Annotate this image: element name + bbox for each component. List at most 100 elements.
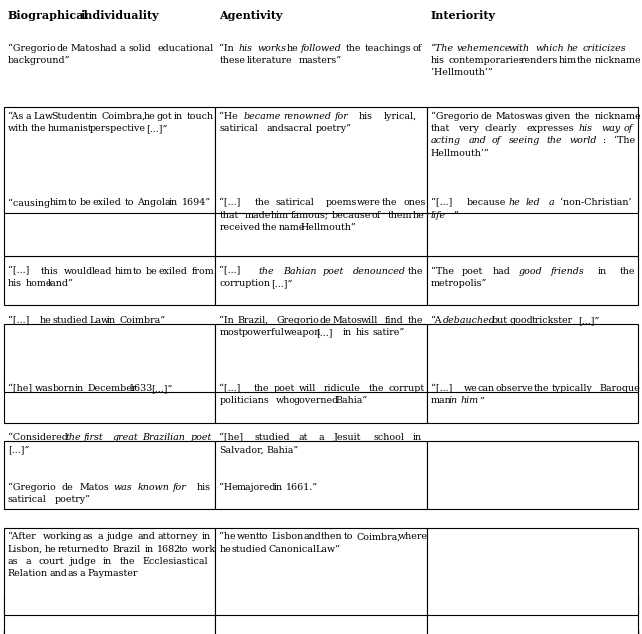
Bar bbox=[4, 373, 215, 422]
Text: educational: educational bbox=[157, 44, 214, 53]
Text: was: was bbox=[114, 483, 132, 492]
Text: school: school bbox=[373, 434, 404, 443]
Bar bbox=[427, 373, 638, 422]
Text: the: the bbox=[254, 384, 270, 393]
Text: [...]”: [...]” bbox=[152, 384, 173, 393]
Text: [...]”: [...]” bbox=[146, 124, 168, 133]
Text: “[...]: “[...] bbox=[220, 198, 241, 207]
Text: studied: studied bbox=[53, 316, 88, 325]
Text: Student: Student bbox=[51, 112, 89, 120]
Text: acting: acting bbox=[431, 136, 461, 145]
Text: Bahian: Bahian bbox=[283, 266, 317, 276]
Bar bbox=[4, 206, 215, 256]
Text: and: and bbox=[469, 136, 487, 145]
Text: Bahia”: Bahia” bbox=[335, 396, 368, 405]
Text: his: his bbox=[196, 483, 211, 492]
Text: his: his bbox=[431, 56, 445, 65]
Text: ‘non-Christian’: ‘non-Christian’ bbox=[560, 198, 632, 207]
Text: returned: returned bbox=[58, 545, 100, 553]
Text: to: to bbox=[179, 545, 189, 553]
Bar bbox=[427, 256, 638, 305]
Text: in: in bbox=[89, 112, 98, 120]
Text: with: with bbox=[8, 124, 29, 133]
Text: the: the bbox=[575, 112, 590, 120]
Text: Matos: Matos bbox=[71, 44, 101, 53]
Bar bbox=[4, 630, 215, 634]
Text: poetry”: poetry” bbox=[55, 495, 91, 504]
Text: studied: studied bbox=[254, 434, 290, 443]
Text: ”: ” bbox=[454, 210, 458, 220]
Text: a: a bbox=[97, 533, 103, 541]
Bar bbox=[215, 256, 427, 305]
Text: “he: “he bbox=[220, 533, 236, 541]
Text: these: these bbox=[220, 56, 245, 65]
Text: world: world bbox=[569, 136, 597, 145]
Text: “[...]: “[...] bbox=[431, 384, 452, 393]
Text: majored: majored bbox=[237, 483, 276, 492]
Text: the: the bbox=[65, 434, 81, 443]
Text: Ecclesiastical: Ecclesiastical bbox=[143, 557, 208, 566]
Text: [...]: [...] bbox=[316, 328, 332, 337]
Text: ones: ones bbox=[403, 198, 426, 207]
Text: he: he bbox=[40, 316, 52, 325]
Text: touch: touch bbox=[187, 112, 214, 120]
Text: the: the bbox=[547, 136, 562, 145]
Text: 1633: 1633 bbox=[129, 384, 153, 393]
Text: exiled: exiled bbox=[159, 266, 187, 276]
Bar bbox=[215, 157, 427, 206]
Text: great: great bbox=[113, 434, 139, 443]
Text: sacral: sacral bbox=[284, 124, 313, 133]
Bar bbox=[427, 630, 638, 634]
Text: debauched: debauched bbox=[443, 316, 496, 325]
Text: to: to bbox=[133, 266, 142, 276]
Text: Bahia”: Bahia” bbox=[266, 446, 299, 455]
Text: the: the bbox=[255, 198, 270, 207]
Text: masters”: masters” bbox=[299, 56, 342, 65]
Text: de: de bbox=[319, 316, 331, 325]
Text: Brazilian: Brazilian bbox=[142, 434, 184, 443]
Text: powerful: powerful bbox=[241, 328, 284, 337]
Text: satirical: satirical bbox=[275, 198, 315, 207]
Text: de: de bbox=[61, 483, 73, 492]
Text: “[...]: “[...] bbox=[220, 384, 241, 393]
Text: a: a bbox=[26, 557, 31, 566]
Text: work: work bbox=[192, 545, 216, 553]
Text: “A: “A bbox=[431, 316, 441, 325]
Text: nickname: nickname bbox=[594, 112, 641, 120]
Text: lyrical,: lyrical, bbox=[383, 112, 417, 120]
Text: observe: observe bbox=[496, 384, 534, 393]
Text: vehemence: vehemence bbox=[457, 44, 512, 53]
Text: “In: “In bbox=[220, 44, 234, 53]
Text: judge: judge bbox=[107, 533, 134, 541]
Text: most: most bbox=[220, 328, 243, 337]
Text: “[he]: “[he] bbox=[8, 384, 32, 393]
Text: trickster: trickster bbox=[532, 316, 573, 325]
Bar bbox=[4, 596, 215, 634]
Text: in: in bbox=[273, 483, 283, 492]
Text: his: his bbox=[238, 44, 252, 53]
Text: followed: followed bbox=[301, 44, 342, 53]
Text: the: the bbox=[261, 223, 277, 232]
Text: Gregorio: Gregorio bbox=[276, 316, 319, 325]
Text: of: of bbox=[491, 136, 501, 145]
Text: poetry”: poetry” bbox=[316, 124, 352, 133]
Text: the: the bbox=[620, 266, 635, 276]
Text: his: his bbox=[359, 112, 373, 120]
Text: poet: poet bbox=[462, 266, 483, 276]
Text: nickname: nickname bbox=[594, 56, 641, 65]
Text: to: to bbox=[125, 198, 134, 207]
Text: him: him bbox=[461, 396, 479, 405]
Bar bbox=[4, 256, 215, 305]
Text: Biographical: Biographical bbox=[8, 10, 89, 21]
Text: led: led bbox=[526, 198, 541, 207]
Text: the: the bbox=[120, 557, 135, 566]
Text: “Gregorio: “Gregorio bbox=[8, 44, 56, 53]
Text: them: them bbox=[387, 210, 412, 220]
Text: “Gregorio: “Gregorio bbox=[8, 482, 56, 492]
Text: became: became bbox=[244, 112, 281, 120]
Text: renders: renders bbox=[521, 56, 558, 65]
Text: he: he bbox=[220, 545, 231, 553]
Text: Brazil,: Brazil, bbox=[238, 316, 269, 325]
Text: went: went bbox=[237, 533, 261, 541]
Text: Matos: Matos bbox=[495, 112, 525, 120]
